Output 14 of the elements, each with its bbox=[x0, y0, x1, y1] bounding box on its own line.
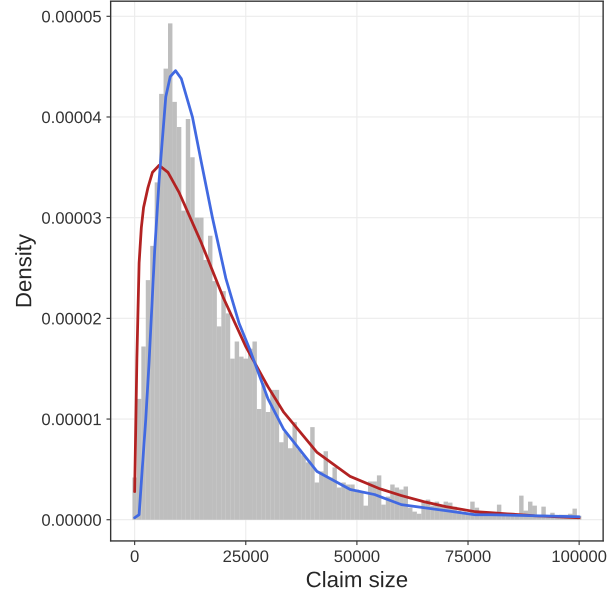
y-tick-label: 0.00003 bbox=[42, 212, 101, 224]
x-tick-label: 100000 bbox=[552, 550, 606, 562]
x-axis-title: Claim size bbox=[306, 571, 408, 588]
x-tick-label: 50000 bbox=[334, 550, 380, 562]
y-tick-label: 0.00001 bbox=[42, 413, 101, 426]
y-tick-label: 0.00002 bbox=[42, 312, 101, 325]
y-tick-label: 0.00000 bbox=[42, 514, 101, 526]
x-tick-label: 75000 bbox=[446, 550, 491, 562]
x-tick-label: 0 bbox=[130, 550, 139, 562]
line-series bbox=[133, 69, 581, 520]
y-tick-label: 0.00004 bbox=[42, 111, 102, 124]
y-tick-label: 0.00005 bbox=[42, 10, 101, 22]
x-tick-label: 25000 bbox=[223, 550, 268, 562]
y-axis-title: Density bbox=[15, 234, 36, 306]
